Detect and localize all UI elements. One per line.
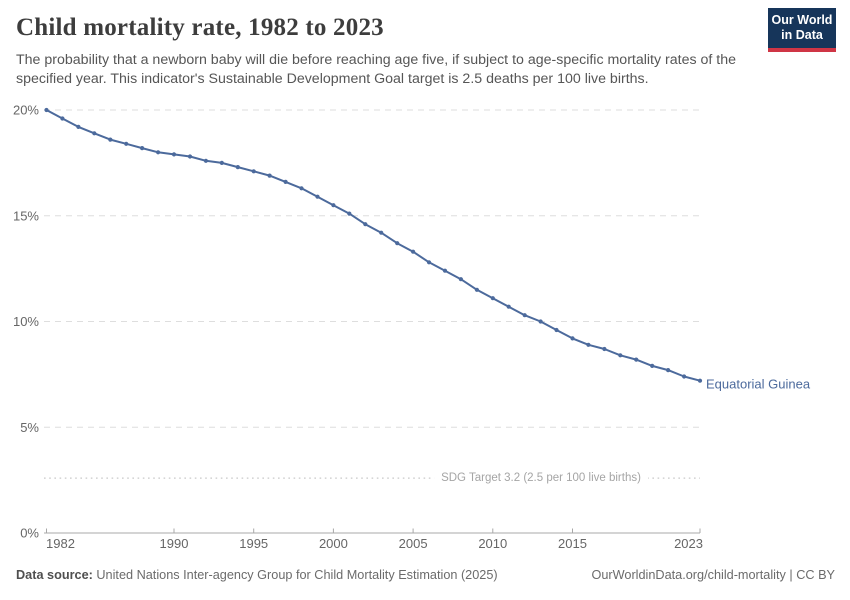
chart-title: Child mortality rate, 1982 to 2023 [16, 14, 384, 41]
data-point[interactable] [426, 260, 432, 265]
data-point[interactable] [235, 165, 240, 170]
data-source-label: Data source: [16, 568, 93, 582]
data-point[interactable] [522, 313, 527, 318]
data-point[interactable] [283, 179, 288, 184]
data-point[interactable] [474, 287, 479, 292]
y-axis-tick-label: 15% [13, 208, 39, 223]
data-point[interactable] [618, 353, 623, 358]
x-axis-tick-label: 2015 [558, 536, 587, 551]
data-line[interactable] [45, 109, 701, 382]
data-point[interactable] [219, 160, 224, 165]
x-axis-tick-label: 2023 [674, 536, 703, 551]
data-point[interactable] [92, 131, 97, 136]
data-point[interactable] [187, 154, 193, 159]
data-point[interactable] [156, 150, 161, 155]
owid-logo-line1: Our World [771, 13, 833, 28]
owid-logo-line2: in Data [781, 28, 823, 42]
y-axis-tick-label: 20% [13, 103, 39, 118]
data-point[interactable] [634, 357, 639, 362]
x-axis-tick-label: 2000 [319, 536, 348, 551]
series-end-label: Equatorial Guinea [706, 376, 811, 392]
x-axis-tick-label: 1990 [160, 536, 189, 551]
data-point[interactable] [411, 249, 416, 254]
data-point[interactable] [44, 107, 49, 113]
data-point[interactable] [570, 336, 575, 341]
y-axis-tick-label: 0% [20, 526, 39, 541]
owid-citation-link[interactable]: OurWorldinData.org/child-mortality | CC … [591, 568, 836, 582]
y-axis-tick-label: 5% [20, 420, 39, 435]
data-point[interactable] [650, 363, 655, 368]
data-point[interactable] [538, 319, 543, 324]
data-point[interactable] [60, 116, 65, 121]
data-point[interactable] [395, 241, 400, 246]
data-point[interactable] [363, 222, 368, 227]
data-point[interactable] [331, 203, 336, 208]
data-point[interactable] [602, 346, 607, 352]
data-point[interactable] [490, 296, 495, 301]
data-point[interactable] [171, 152, 177, 157]
data-point[interactable] [554, 327, 559, 333]
chart-subtitle: The probability that a newborn baby will… [16, 52, 737, 87]
y-axis-tick-label: 10% [13, 314, 39, 329]
data-point[interactable] [108, 137, 113, 142]
data-point[interactable] [203, 158, 208, 163]
data-point[interactable] [666, 368, 671, 373]
data-point[interactable] [682, 374, 687, 379]
data-point[interactable] [315, 194, 320, 199]
x-axis-tick-label: 2005 [399, 536, 428, 551]
data-point[interactable] [347, 211, 352, 216]
x-axis-tick-label: 1982 [46, 536, 75, 551]
data-point[interactable] [697, 378, 703, 383]
chart-footer: Data source: United Nations Inter-agency… [16, 568, 835, 582]
data-point[interactable] [379, 230, 384, 235]
data-point[interactable] [442, 268, 448, 273]
data-point[interactable] [76, 124, 81, 129]
data-point[interactable] [299, 186, 304, 191]
data-source-note: Data source: United Nations Inter-agency… [16, 568, 498, 582]
data-point[interactable] [267, 173, 272, 178]
owid-logo[interactable]: Our World in Data [768, 8, 836, 52]
data-source-text: United Nations Inter-agency Group for Ch… [92, 568, 498, 582]
sdg-target-annotation: SDG Target 3.2 (2.5 per 100 live births) [434, 472, 648, 484]
data-point[interactable] [506, 304, 511, 309]
data-point[interactable] [251, 169, 256, 174]
x-axis-tick-label: 2010 [478, 536, 507, 551]
data-point[interactable] [140, 146, 145, 151]
x-axis-tick-label: 1995 [239, 536, 268, 551]
data-point[interactable] [586, 342, 591, 347]
data-point[interactable] [458, 277, 463, 282]
data-point[interactable] [124, 141, 129, 146]
